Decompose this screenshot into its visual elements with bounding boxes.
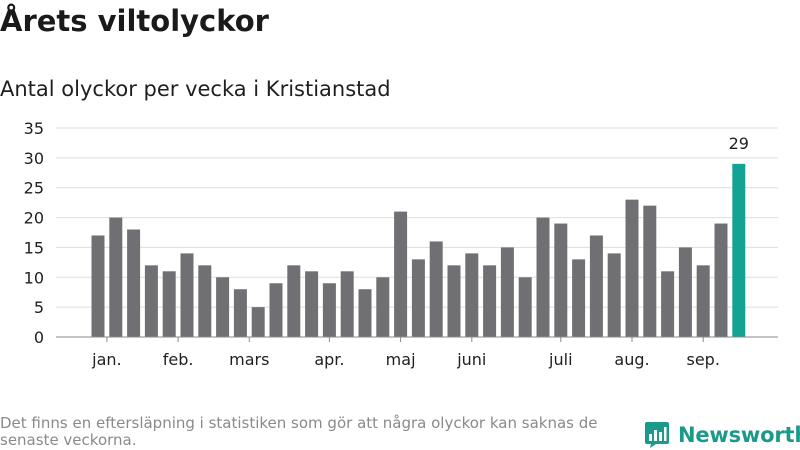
bar-series	[91, 163, 746, 337]
bar	[572, 259, 586, 337]
data-labels: 29	[729, 134, 749, 153]
x-tick-label: jan.	[91, 350, 121, 369]
x-tick-label: feb.	[163, 350, 194, 369]
bar	[714, 223, 728, 337]
bar	[305, 271, 319, 337]
x-tick-label: juni	[456, 350, 486, 369]
y-tick-label: 35	[24, 119, 44, 138]
x-tick-label: apr.	[314, 350, 344, 369]
bar	[500, 247, 514, 337]
bar	[607, 253, 621, 337]
x-tick-label: maj	[386, 350, 416, 369]
bar	[643, 205, 657, 337]
bar	[198, 265, 212, 337]
brand-logo: Newsworthy	[644, 420, 800, 450]
x-tick-label: mars	[229, 350, 269, 369]
y-tick-label: 15	[24, 238, 44, 257]
bar	[216, 277, 230, 337]
bar	[251, 307, 265, 337]
bar	[483, 265, 497, 337]
data-label: 29	[729, 134, 749, 153]
y-axis: 0 5 10 15 20 25 30 35	[24, 119, 44, 347]
bar-chart: 0 5 10 15 20 25 30 35 29 jan. feb. mars apr. maj jun…	[24, 119, 778, 369]
bar	[269, 283, 283, 337]
x-tick-label: aug.	[614, 350, 649, 369]
bar	[678, 247, 692, 337]
grid-lines	[56, 127, 778, 308]
bar	[144, 265, 158, 337]
bar	[411, 259, 425, 337]
bar-highlight	[732, 163, 746, 337]
bar	[589, 235, 603, 337]
bar	[536, 217, 550, 337]
bar	[518, 277, 532, 337]
chart-subtitle: Antal olyckor per vecka i Kristianstad	[0, 77, 391, 101]
brand-name: Newsworthy	[678, 423, 800, 447]
x-tick-label: juli	[548, 350, 572, 369]
bar	[340, 271, 354, 337]
y-tick-label: 20	[24, 209, 44, 228]
y-tick-label: 25	[24, 179, 44, 198]
bar	[109, 217, 123, 337]
newsworthy-logo-icon	[645, 422, 669, 448]
footnote: Det finns en eftersläpning i statistiken…	[0, 414, 598, 449]
bar	[127, 229, 141, 337]
y-tick-label: 5	[34, 298, 44, 317]
y-tick-label: 30	[24, 149, 44, 168]
bar	[162, 271, 176, 337]
bar	[376, 277, 390, 337]
y-tick-label: 0	[34, 328, 44, 347]
x-tick-label: sep.	[686, 350, 719, 369]
bar	[661, 271, 675, 337]
bar	[91, 235, 105, 337]
bar	[233, 289, 247, 337]
bar	[625, 199, 639, 337]
bar	[429, 241, 443, 337]
bar	[554, 223, 568, 337]
bar	[465, 253, 479, 337]
bar	[394, 211, 408, 337]
chart-title: Årets viltolyckor	[0, 4, 269, 38]
bar	[322, 283, 336, 337]
bar	[287, 265, 301, 337]
bar	[696, 265, 710, 337]
y-tick-label: 10	[24, 268, 44, 287]
bar	[447, 265, 461, 337]
x-axis: jan. feb. mars apr. maj juni juli aug. sep.	[91, 337, 720, 369]
bar	[358, 289, 372, 337]
bar	[180, 253, 194, 337]
